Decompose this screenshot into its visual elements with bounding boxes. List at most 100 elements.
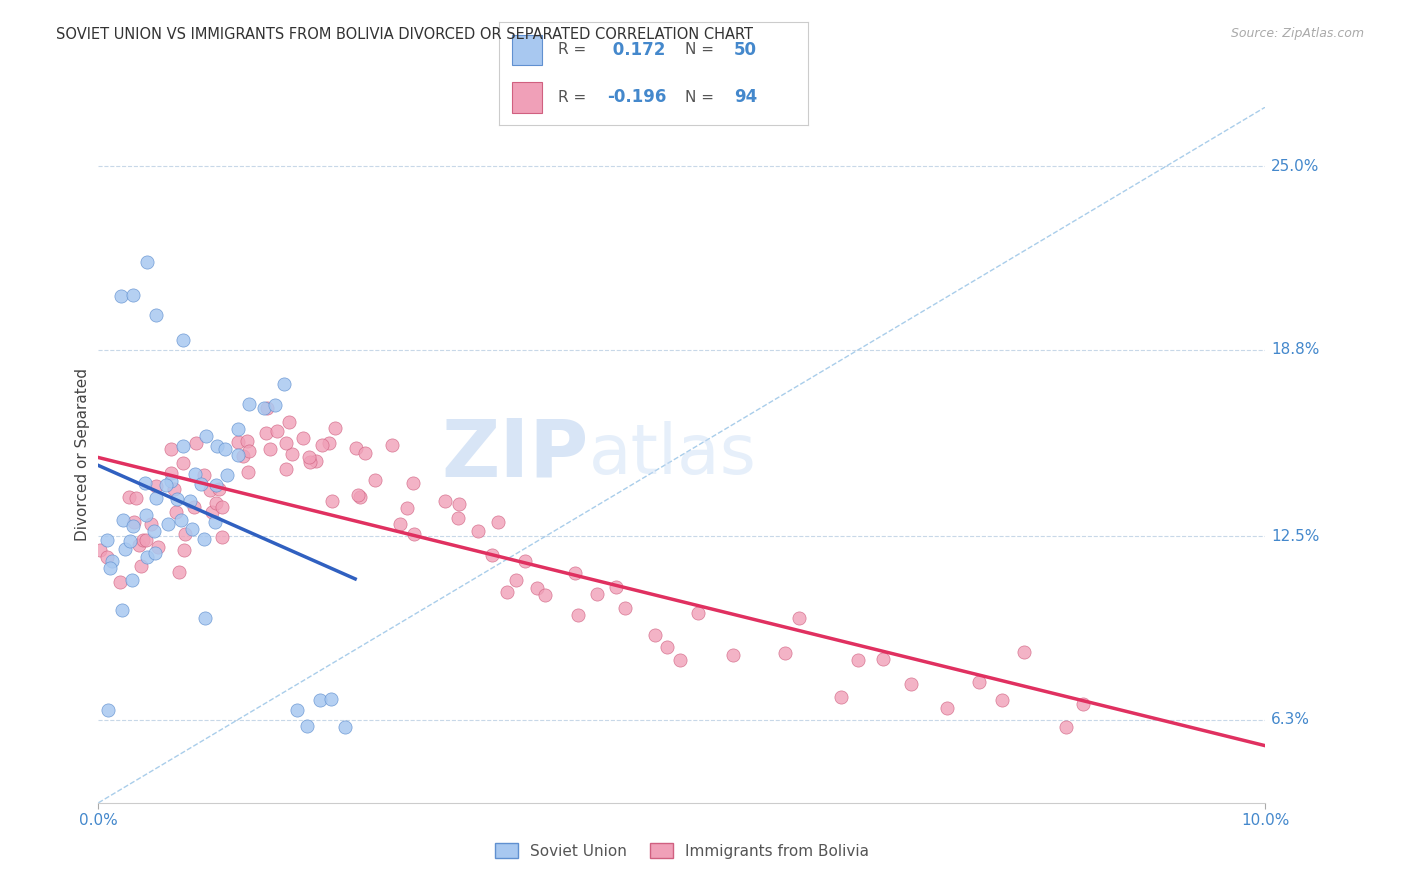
Point: [688, 606, 710, 620]
Point: [179, 494, 201, 508]
Point: [773, 646, 796, 660]
FancyBboxPatch shape: [512, 35, 543, 65]
Text: atlas: atlas: [589, 421, 756, 489]
Point: [278, 415, 301, 429]
Point: [1054, 720, 1077, 734]
Point: [281, 447, 304, 461]
Text: 50: 50: [734, 41, 758, 59]
Text: Source: ZipAtlas.com: Source: ZipAtlas.com: [1230, 27, 1364, 40]
Point: [318, 436, 340, 450]
Point: [721, 648, 744, 662]
Point: [585, 587, 607, 601]
Point: [122, 515, 145, 529]
Text: N =: N =: [685, 90, 718, 104]
Point: [125, 491, 148, 505]
Point: [172, 439, 194, 453]
Point: [211, 500, 233, 515]
Point: [605, 580, 627, 594]
Text: -0.196: -0.196: [607, 88, 666, 106]
Point: [96, 533, 118, 547]
Point: [349, 490, 371, 504]
Point: [211, 530, 233, 544]
Point: [402, 527, 425, 541]
Text: 94: 94: [734, 88, 758, 106]
Point: [363, 473, 385, 487]
Point: [513, 554, 536, 568]
Point: [433, 493, 456, 508]
Point: [160, 467, 183, 481]
Point: [174, 527, 197, 541]
Text: N =: N =: [685, 43, 718, 57]
Point: [486, 516, 509, 530]
Point: [347, 488, 370, 502]
Point: [145, 308, 167, 322]
Text: SOVIET UNION VS IMMIGRANTS FROM BOLIVIA DIVORCED OR SEPARATED CORRELATION CHART: SOVIET UNION VS IMMIGRANTS FROM BOLIVIA …: [56, 27, 754, 42]
Point: [936, 700, 959, 714]
Point: [108, 574, 131, 589]
Point: [396, 501, 419, 516]
Point: [657, 640, 679, 654]
Point: [141, 516, 163, 531]
FancyBboxPatch shape: [512, 82, 543, 112]
Y-axis label: Divorced or Separated: Divorced or Separated: [75, 368, 90, 541]
Point: [172, 456, 194, 470]
Point: [114, 542, 136, 557]
Point: [669, 653, 692, 667]
Point: [173, 542, 195, 557]
Point: [872, 652, 894, 666]
Point: [298, 450, 321, 464]
Point: [256, 401, 278, 415]
Point: [118, 490, 141, 504]
Point: [266, 424, 288, 438]
Point: [120, 534, 142, 549]
Point: [238, 397, 260, 411]
Point: [1071, 697, 1094, 711]
Point: [160, 442, 183, 456]
Point: [285, 703, 308, 717]
Point: [201, 505, 224, 519]
Point: [846, 653, 869, 667]
Point: [208, 482, 231, 496]
Point: [533, 588, 555, 602]
Point: [402, 475, 425, 490]
Point: [481, 548, 503, 562]
Point: [205, 496, 228, 510]
Point: [111, 603, 134, 617]
Point: [167, 565, 190, 579]
Point: [447, 511, 470, 525]
Point: [253, 401, 276, 415]
Text: 12.5%: 12.5%: [1271, 529, 1320, 544]
Point: [128, 539, 150, 553]
Point: [145, 479, 167, 493]
Point: [121, 573, 143, 587]
Point: [214, 442, 236, 456]
Point: [311, 438, 333, 452]
Point: [226, 422, 249, 436]
Point: [321, 493, 343, 508]
Point: [215, 468, 238, 483]
Point: [110, 289, 132, 303]
Point: [319, 692, 342, 706]
Text: 0.172: 0.172: [607, 41, 666, 59]
Point: [122, 519, 145, 533]
Text: ZIP: ZIP: [441, 416, 589, 494]
Point: [787, 611, 810, 625]
Point: [170, 513, 193, 527]
Point: [143, 546, 166, 560]
Point: [305, 453, 328, 467]
Point: [205, 478, 228, 492]
Text: 18.8%: 18.8%: [1271, 343, 1320, 358]
Point: [295, 719, 318, 733]
Point: [467, 524, 489, 538]
Point: [204, 515, 226, 529]
Point: [89, 542, 111, 557]
Point: [134, 475, 156, 490]
Text: R =: R =: [558, 43, 591, 57]
Point: [155, 477, 177, 491]
Point: [194, 610, 217, 624]
Point: [122, 288, 145, 302]
Point: [101, 553, 124, 567]
Legend: Soviet Union, Immigrants from Bolivia: Soviet Union, Immigrants from Bolivia: [489, 837, 875, 864]
Point: [97, 703, 120, 717]
Point: [292, 431, 315, 445]
